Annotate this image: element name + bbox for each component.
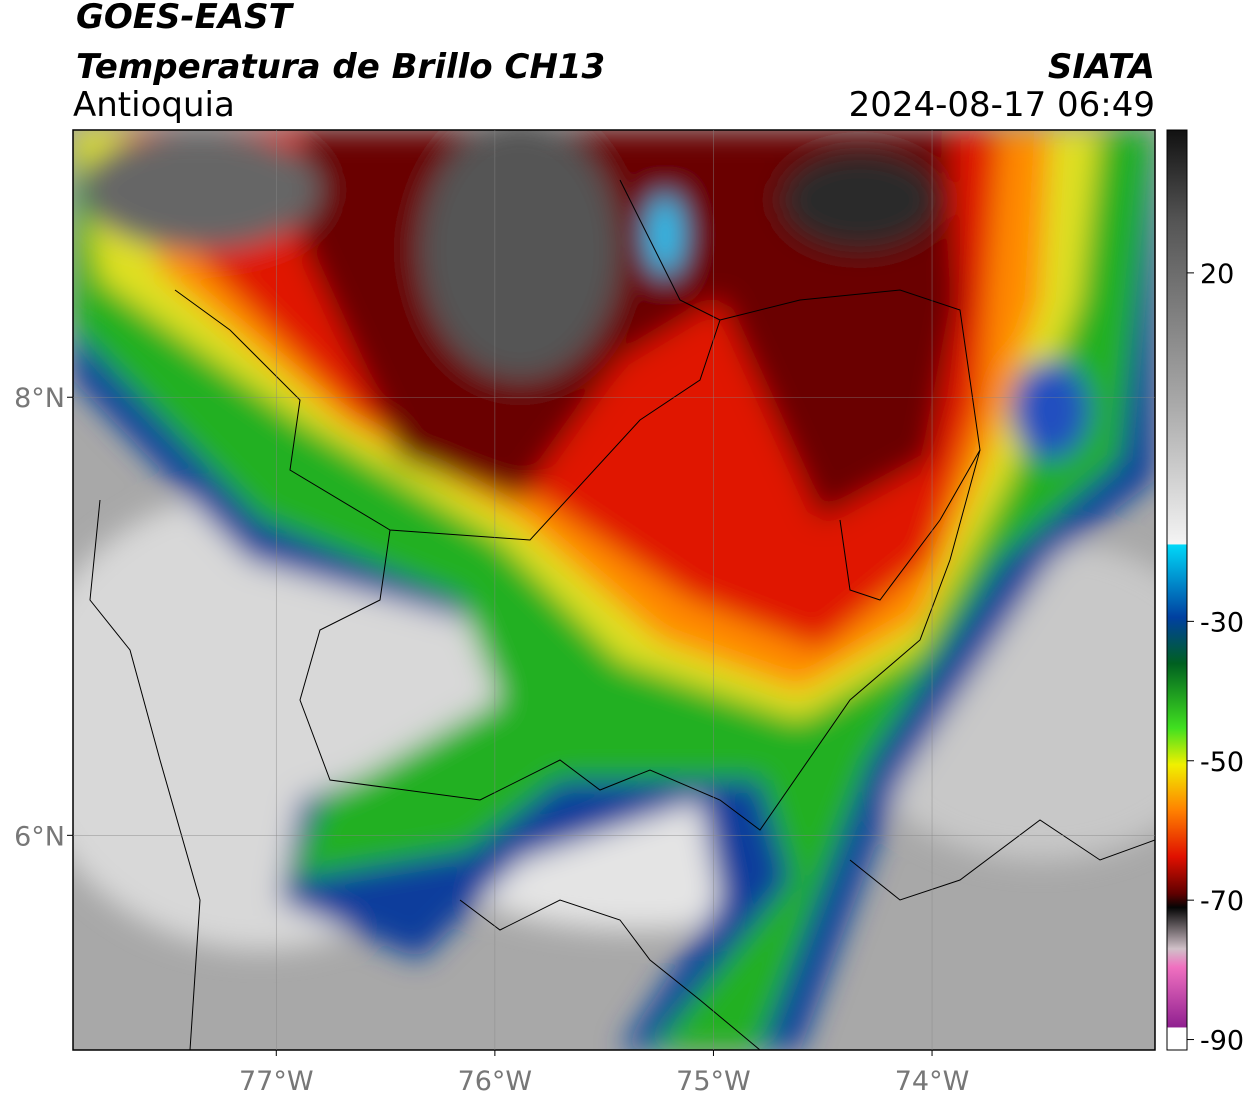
colorbar-tick-label: -70 (1200, 886, 1244, 917)
source: SIATA (1048, 47, 1155, 87)
colorbar-tick-label: 20 (1200, 259, 1234, 290)
colorbar-tick-label: -30 (1200, 607, 1244, 638)
satellite: GOES-EAST (76, 0, 295, 37)
datetime: 2024-08-17 06:49 (849, 85, 1155, 125)
x-tick-label: 74°W (895, 1066, 970, 1097)
colorbar-tick-label: -90 (1200, 1026, 1244, 1057)
colorbar-tick-label: -50 (1200, 747, 1244, 778)
colorbar (1166, 129, 1188, 1051)
x-tick-label: 76°W (458, 1066, 533, 1097)
region: Antioquia (73, 85, 235, 125)
y-tick-label: 6°N (14, 821, 65, 852)
map-frame (72, 129, 1156, 1051)
product: Temperatura de Brillo CH13 (76, 47, 605, 87)
x-tick-label: 75°W (676, 1066, 751, 1097)
y-tick-label: 8°N (14, 383, 65, 414)
satellite-image (73, 130, 1155, 1050)
x-tick-label: 77°W (239, 1066, 314, 1097)
